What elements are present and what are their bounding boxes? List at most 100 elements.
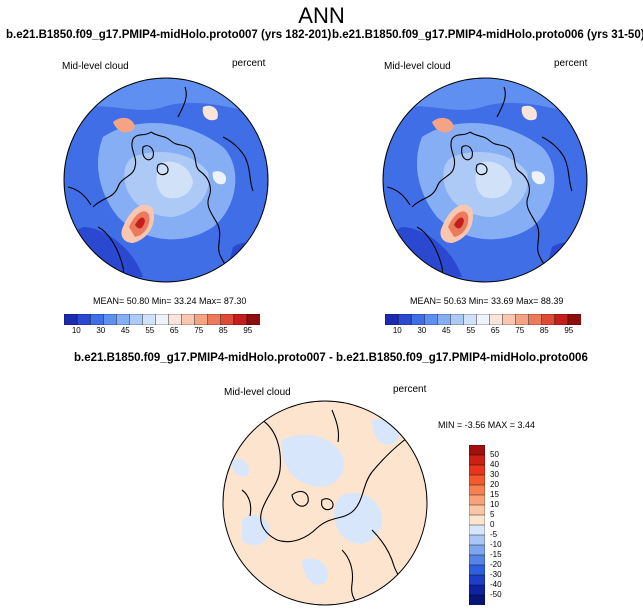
- colorbar-swatch: [424, 313, 438, 326]
- colorbar-tick-label: -40: [490, 580, 502, 589]
- colorbar-tick-label: 45: [120, 326, 130, 335]
- colorbar-swatch: [384, 313, 399, 326]
- right-polar-map: [382, 77, 588, 283]
- colorbar-swatch: [468, 544, 486, 556]
- colorbar-swatch: [468, 454, 486, 466]
- colorbar-tick-label: 85: [218, 326, 228, 335]
- colorbar-tick-label: 45: [441, 326, 451, 335]
- colorbar-swatch: [410, 313, 425, 326]
- right-units-label: percent: [554, 58, 588, 69]
- colorbar-tick-label: 10: [490, 500, 499, 509]
- colorbar-tick-label: -30: [490, 570, 502, 579]
- colorbar-swatch: [468, 444, 486, 456]
- colorbar-swatch: [541, 313, 556, 326]
- colorbar-swatch: [502, 313, 517, 326]
- colorbar-tick-label: -5: [490, 530, 498, 539]
- diff-colorbar-ticks: 50 40 30 20 15 10 5 0 -5 -10 -15 -20 -30 -40 -50: [490, 445, 520, 605]
- colorbar-tick-label: 40: [490, 460, 499, 469]
- right-variable-label: Mid-level cloud: [384, 61, 451, 72]
- colorbar-swatch: [142, 313, 156, 326]
- left-colorbar-ticks: 10 30 45 55 65 75 85 95: [64, 326, 260, 336]
- colorbar-tick-label: 30: [96, 326, 106, 335]
- left-polar-map: [63, 77, 269, 283]
- colorbar-swatch: [246, 313, 261, 326]
- colorbar-swatch: [468, 534, 486, 546]
- colorbar-swatch: [468, 554, 486, 566]
- colorbar-swatch: [476, 313, 491, 326]
- right-panel-title: b.e21.B1850.f09_g17.PMIP4-midHolo.proto0…: [332, 29, 643, 41]
- colorbar-tick-label: 0: [490, 520, 495, 529]
- left-stats: MEAN= 50.80 Min= 33.24 Max= 87.30: [93, 296, 247, 306]
- colorbar-swatch: [489, 313, 504, 326]
- colorbar-swatch: [89, 313, 104, 326]
- colorbar-swatch: [468, 584, 486, 596]
- diff-units-label: percent: [393, 384, 427, 395]
- colorbar-tick-label: 55: [145, 326, 155, 335]
- colorbar-swatch: [468, 464, 486, 476]
- colorbar-tick-label: 95: [564, 326, 574, 335]
- left-panel-title: b.e21.B1850.f09_g17.PMIP4-midHolo.proto0…: [6, 29, 332, 41]
- colorbar-swatch: [567, 313, 582, 326]
- left-colorbar-swatches: [63, 313, 261, 326]
- colorbar-swatch: [468, 594, 486, 606]
- colorbar-swatch: [468, 474, 486, 486]
- colorbar-swatch: [181, 313, 196, 326]
- colorbar-swatch: [437, 313, 451, 326]
- diff-colorbar: [468, 444, 486, 606]
- colorbar-tick-label: 75: [515, 326, 525, 335]
- colorbar-tick-label: 50: [490, 450, 499, 459]
- colorbar-tick-label: -15: [490, 550, 502, 559]
- colorbar-tick-label: 55: [466, 326, 476, 335]
- colorbar-swatch: [468, 494, 486, 506]
- colorbar-tick-label: 15: [490, 490, 499, 499]
- colorbar-swatch: [450, 313, 464, 326]
- colorbar-swatch: [194, 313, 209, 326]
- colorbar-swatch: [468, 524, 486, 536]
- colorbar-tick-label: 20: [490, 480, 499, 489]
- colorbar-tick-label: 85: [539, 326, 549, 335]
- left-colorbar: [63, 312, 261, 326]
- colorbar-swatch: [103, 313, 117, 326]
- colorbar-swatch: [515, 313, 530, 326]
- colorbar-swatch: [168, 313, 183, 326]
- left-variable-label: Mid-level cloud: [62, 61, 129, 72]
- colorbar-swatch: [528, 313, 543, 326]
- colorbar-tick-label: 10: [71, 326, 81, 335]
- colorbar-swatch: [116, 313, 130, 326]
- colorbar-tick-label: -50: [490, 590, 502, 599]
- diff-variable-label: Mid-level cloud: [224, 387, 291, 398]
- right-colorbar: [384, 312, 582, 326]
- colorbar-swatch: [63, 313, 78, 326]
- left-units-label: percent: [232, 58, 266, 69]
- colorbar-tick-label: 30: [417, 326, 427, 335]
- colorbar-swatch: [468, 514, 486, 526]
- colorbar-swatch: [129, 313, 143, 326]
- colorbar-swatch: [468, 504, 486, 516]
- colorbar-swatch: [554, 313, 569, 326]
- colorbar-tick-label: -10: [490, 540, 502, 549]
- colorbar-tick-label: 5: [490, 510, 495, 519]
- colorbar-tick-label: 65: [490, 326, 500, 335]
- colorbar-swatch: [397, 313, 412, 326]
- colorbar-tick-label: 95: [243, 326, 253, 335]
- colorbar-swatch: [76, 313, 91, 326]
- colorbar-swatch: [207, 313, 222, 326]
- colorbar-tick-label: 10: [392, 326, 402, 335]
- diff-stats: MIN = -3.56 MAX = 3.44: [438, 420, 536, 430]
- colorbar-swatch: [463, 313, 477, 326]
- colorbar-tick-label: 75: [194, 326, 204, 335]
- diff-colorbar-swatches: [468, 444, 486, 606]
- diff-polar-map: [222, 400, 428, 606]
- colorbar-swatch: [468, 564, 486, 576]
- colorbar-tick-label: -20: [490, 560, 502, 569]
- right-stats: MEAN= 50.63 Min= 33.69 Max= 88.39: [410, 296, 564, 306]
- figure-title: ANN: [298, 3, 345, 28]
- colorbar-swatch: [468, 574, 486, 586]
- colorbar-swatch: [233, 313, 248, 326]
- colorbar-swatch: [155, 313, 170, 326]
- right-colorbar-ticks: 10 30 45 55 65 75 85 95: [385, 326, 581, 336]
- colorbar-tick-label: 30: [490, 470, 499, 479]
- colorbar-swatch: [468, 484, 486, 496]
- right-colorbar-swatches: [384, 313, 582, 326]
- colorbar-tick-label: 65: [169, 326, 179, 335]
